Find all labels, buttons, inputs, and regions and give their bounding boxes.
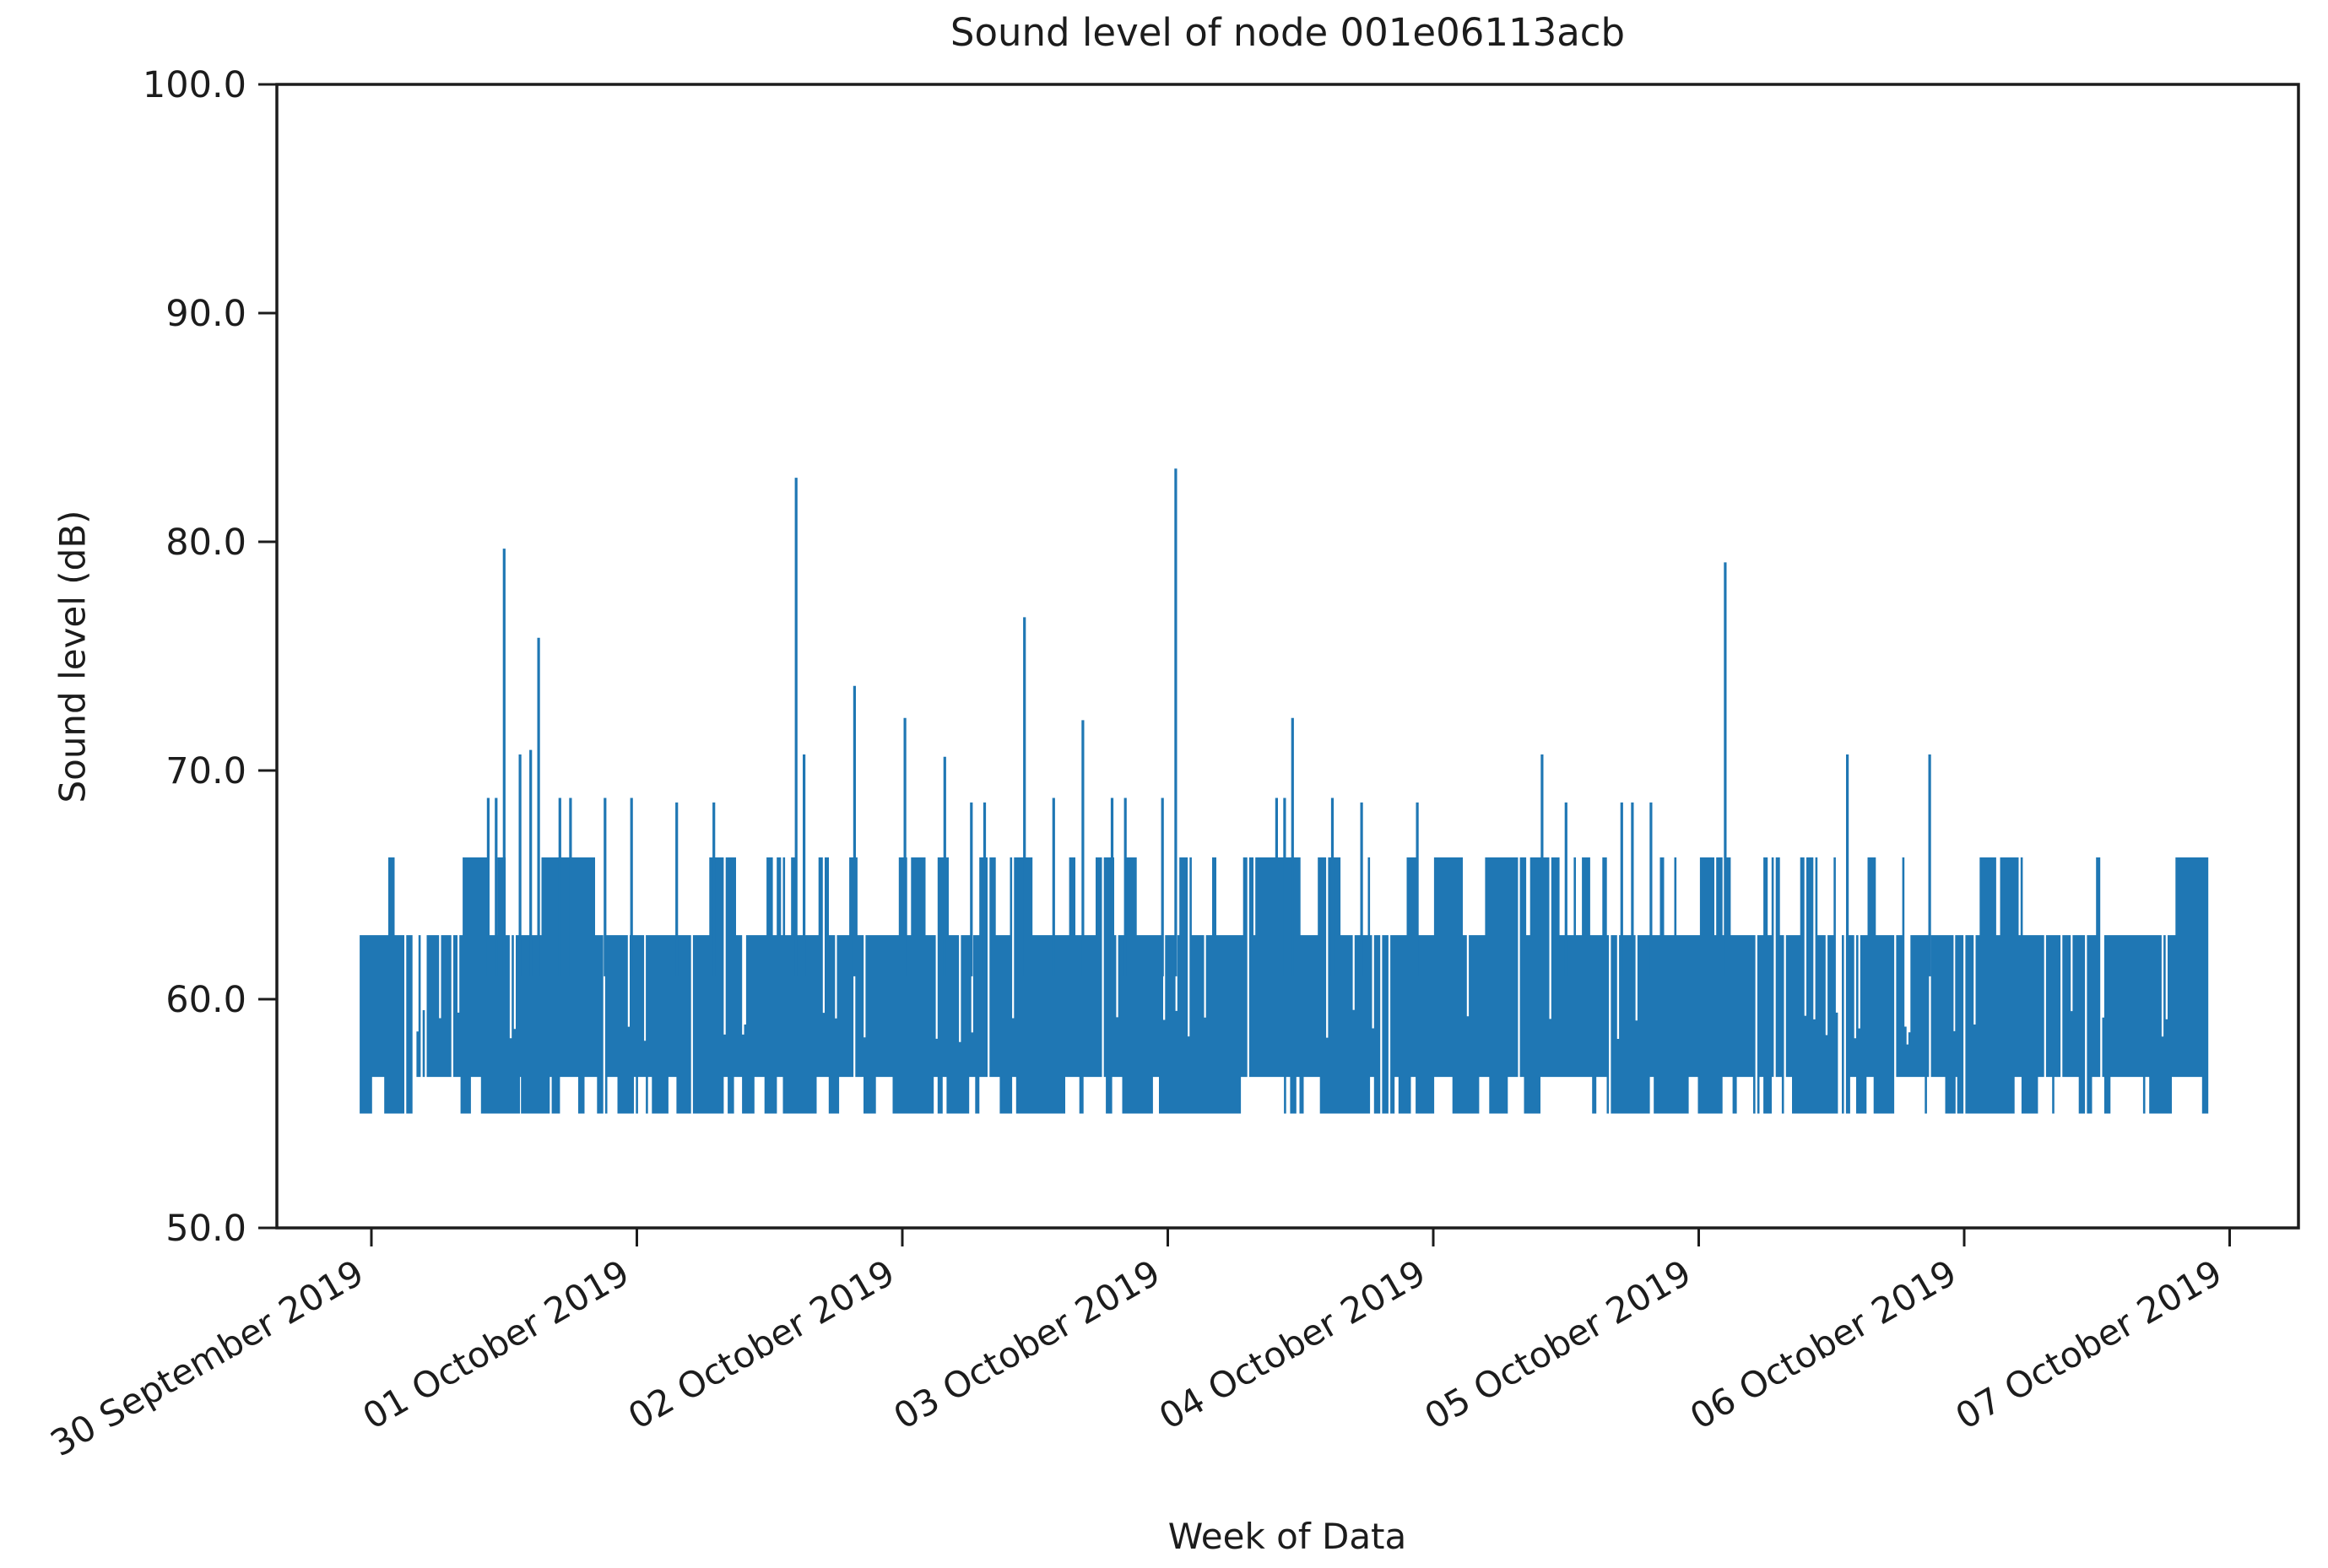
x-tick-label: 03 October 2019 <box>886 1252 1167 1437</box>
series-sound-level <box>360 468 2209 1114</box>
plot-border <box>275 83 2300 1230</box>
x-tick-label: 05 October 2019 <box>1417 1252 1697 1437</box>
x-tick-label: 06 October 2019 <box>1683 1252 1963 1437</box>
y-axis-title: Sound level (dB) <box>51 510 94 803</box>
x-axis-title: Week of Data <box>1167 1516 1407 1557</box>
series-spikes <box>486 468 1931 976</box>
x-tick-label: 07 October 2019 <box>1948 1252 2228 1437</box>
x-tick-label: 30 September 2019 <box>43 1252 371 1464</box>
x-tick-label: 02 October 2019 <box>621 1252 901 1437</box>
y-tick-label: 50.0 <box>165 1208 246 1250</box>
y-tick-label: 70.0 <box>165 750 246 792</box>
chart-title: Sound level of node 001e06113acb <box>950 10 1626 55</box>
y-tick-label: 100.0 <box>143 64 246 106</box>
y-tick-label: 60.0 <box>165 979 246 1021</box>
y-tick-label: 90.0 <box>165 293 246 335</box>
x-tick-label: 04 October 2019 <box>1152 1252 1432 1437</box>
x-tick-label: 01 October 2019 <box>355 1252 636 1437</box>
y-tick-label: 80.0 <box>165 522 246 564</box>
y-axis-ticks: 50.0 60.0 70.0 80.0 90.0 100.0 <box>143 64 277 1250</box>
